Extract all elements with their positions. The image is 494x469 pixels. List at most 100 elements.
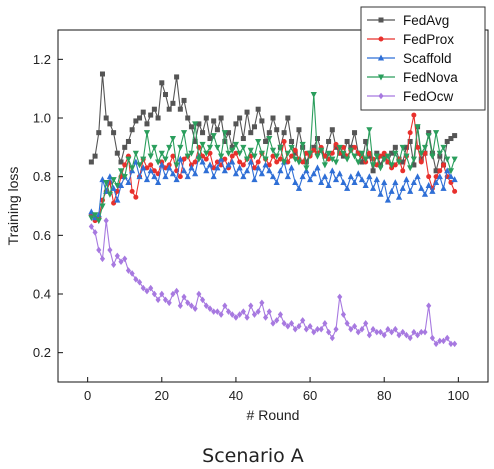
data-point-scaffold <box>214 164 221 171</box>
data-point-fednova <box>318 147 325 154</box>
data-point-scaffold <box>373 176 380 183</box>
data-point-fednova <box>158 150 165 157</box>
data-point-fedprox <box>411 112 417 118</box>
y-tick-label: 0.2 <box>33 345 51 360</box>
data-point-scaffold <box>358 176 366 183</box>
data-point-scaffold <box>284 173 291 180</box>
data-point-fednova <box>173 162 180 169</box>
data-point-fednova <box>288 144 295 151</box>
data-point-fedavg <box>151 106 157 112</box>
data-point-scaffold <box>166 164 173 171</box>
data-point-scaffold <box>140 164 147 171</box>
data-point-fedocw <box>274 317 280 324</box>
data-point-scaffold <box>247 158 254 165</box>
data-point-fednova <box>306 150 314 157</box>
data-point-fedocw <box>281 320 287 327</box>
y-tick-label: 1.0 <box>33 111 51 126</box>
data-point-fednova <box>162 156 169 163</box>
data-point-fedocw <box>318 325 324 333</box>
legend-item-scaffold: Scaffold <box>367 51 452 66</box>
data-point-scaffold <box>310 170 317 177</box>
data-point-fednova <box>325 150 332 157</box>
data-point-fedocw <box>222 302 228 310</box>
data-point-fednova <box>355 159 362 166</box>
data-point-fednova <box>329 156 336 163</box>
data-point-scaffold <box>418 184 425 191</box>
data-point-fedocw <box>244 314 250 321</box>
data-point-scaffold <box>429 187 436 194</box>
data-point-fedavg <box>140 109 146 115</box>
data-point-fedocw <box>389 328 395 336</box>
data-point-fedocw <box>426 302 432 310</box>
y-axis-title: Training loss <box>5 167 21 246</box>
series-fedocw <box>88 217 458 348</box>
data-point-fednova <box>388 162 395 169</box>
data-point-fedocw <box>148 284 154 292</box>
data-point-fedavg <box>207 136 213 142</box>
data-point-fedavg <box>185 115 191 121</box>
data-point-fednova <box>444 156 451 163</box>
data-point-fednova <box>384 153 392 160</box>
data-point-fedprox <box>437 168 443 174</box>
data-point-fedocw <box>196 290 202 298</box>
data-point-fednova <box>344 156 351 163</box>
data-point-fedocw <box>363 320 369 327</box>
data-point-scaffold <box>147 167 154 174</box>
data-point-scaffold <box>351 179 358 186</box>
data-point-fednova <box>314 153 321 160</box>
data-point-fedavg <box>214 127 220 133</box>
data-point-fednova <box>277 144 284 151</box>
data-point-scaffold <box>395 193 403 200</box>
data-point-fednova <box>225 150 232 157</box>
data-point-fedprox <box>133 194 139 200</box>
data-point-fedavg <box>125 138 131 144</box>
data-point-fedavg <box>289 138 295 144</box>
data-point-fedocw <box>192 305 198 312</box>
data-point-scaffold <box>184 173 191 180</box>
data-point-fedocw <box>414 331 421 339</box>
legend-item-fedavg: FedAvg <box>367 13 449 28</box>
series-scaffold <box>88 152 458 221</box>
data-point-scaffold <box>295 184 303 191</box>
data-point-fednova <box>369 162 377 169</box>
data-point-fedocw <box>333 325 339 333</box>
data-point-fedocw <box>181 293 187 301</box>
data-point-fedavg <box>407 138 413 144</box>
data-point-fedavg <box>251 124 257 130</box>
data-point-fedocw <box>448 340 454 348</box>
data-point-scaffold <box>210 173 217 180</box>
data-point-fedocw <box>170 290 176 298</box>
data-point-fednova <box>143 130 151 137</box>
legend-label: FedProx <box>403 32 454 47</box>
data-point-fedocw <box>233 314 239 321</box>
data-point-scaffold <box>403 176 410 183</box>
data-point-fedocw <box>218 311 224 318</box>
data-point-scaffold <box>288 164 295 171</box>
data-point-fedocw <box>237 311 243 318</box>
data-point-fedocw <box>140 284 146 292</box>
legend-label: FedOcw <box>403 89 454 104</box>
data-point-fednova <box>154 159 162 166</box>
data-point-scaffold <box>266 167 273 174</box>
data-point-fednova <box>407 165 414 172</box>
data-point-fedocw <box>411 328 417 336</box>
data-point-fedprox <box>292 147 298 153</box>
data-point-fedocw <box>174 287 180 295</box>
data-point-fedocw <box>326 328 332 336</box>
data-point-fedavg <box>122 144 128 150</box>
data-point-fedocw <box>344 320 350 327</box>
data-point-fedocw <box>452 340 458 348</box>
data-point-fedprox <box>129 188 135 194</box>
data-point-fedocw <box>351 322 358 330</box>
data-point-fedocw <box>337 293 343 301</box>
y-tick-label: 0.8 <box>33 169 51 184</box>
legend-label: FedNova <box>403 70 458 85</box>
data-point-scaffold <box>114 196 121 203</box>
data-point-fedprox <box>203 156 209 162</box>
data-point-scaffold <box>236 164 243 171</box>
data-point-scaffold <box>221 167 228 174</box>
data-point-fednova <box>269 147 277 154</box>
data-point-fedocw <box>329 334 335 342</box>
data-point-fedocw <box>203 302 209 310</box>
data-point-fedavg <box>133 118 139 124</box>
